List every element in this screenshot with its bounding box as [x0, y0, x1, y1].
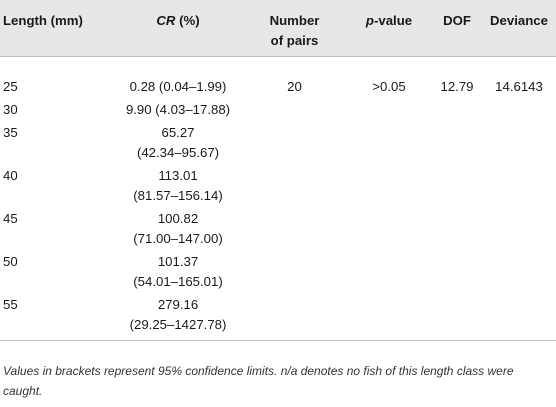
table-header: Length (mm) CR (%) Number of pairs p-valu…	[0, 0, 556, 56]
cell-empty	[243, 100, 346, 123]
cell-cr-value: 279.16	[157, 296, 199, 312]
cell-empty	[243, 209, 346, 252]
header-length: Length (mm)	[0, 0, 113, 56]
cell-cr-interval: (42.34–95.67)	[136, 144, 220, 160]
cell-cr-interval: (71.00–147.00)	[133, 230, 223, 246]
table-row: 55 279.16 (29.25–1427.78)	[0, 295, 556, 341]
cell-cr: 9.90 (4.03–17.88)	[113, 100, 243, 123]
cell-length: 50	[3, 253, 18, 269]
cell-length: 25	[3, 78, 18, 94]
cell-cr: 0.28 (0.04–1.99)	[113, 77, 243, 100]
header-cr: CR (%)	[113, 0, 243, 56]
table-row: 25 0.28 (0.04–1.99) 20 >0.05 12.79 14.61…	[0, 77, 556, 100]
table-row: 45 100.82 (71.00–147.00)	[0, 209, 556, 252]
cell-cr-interval: (54.01–165.01)	[133, 273, 223, 289]
header-cr-italic: CR	[156, 13, 176, 28]
header-p-value: p-value	[346, 0, 432, 56]
cell-cr-value: 100.82	[157, 210, 199, 226]
cell-length: 55	[3, 296, 18, 312]
cell-length: 45	[3, 210, 18, 226]
table-row: 35 65.27 (42.34–95.67)	[0, 123, 556, 166]
cell-cr-value: 65.27	[161, 124, 195, 140]
cell-empty	[482, 295, 556, 341]
spacer-cell	[0, 56, 556, 77]
spacer-row	[0, 56, 556, 77]
cell-cr: 100.82 (71.00–147.00)	[113, 209, 243, 252]
cell-cr-interval: (81.57–156.14)	[133, 187, 223, 203]
results-table-container: Length (mm) CR (%) Number of pairs p-valu…	[0, 0, 556, 340]
table-row: 50 101.37 (54.01–165.01)	[0, 252, 556, 295]
cell-empty	[432, 209, 482, 252]
cell-cr-interval: (29.25–1427.78)	[129, 316, 227, 332]
cell-length: 35	[3, 124, 18, 140]
cell-cr-value: 9.90 (4.03–17.88)	[125, 101, 231, 117]
cell-cr: 101.37 (54.01–165.01)	[113, 252, 243, 295]
table-row: 30 9.90 (4.03–17.88)	[0, 100, 556, 123]
cell-cr: 65.27 (42.34–95.67)	[113, 123, 243, 166]
header-pairs-line1: Number	[269, 13, 320, 28]
header-number-of-pairs: Number of pairs	[243, 0, 346, 56]
cell-empty	[482, 100, 556, 123]
cell-empty	[432, 123, 482, 166]
cell-empty	[346, 252, 432, 295]
cell-empty	[243, 166, 346, 209]
cell-empty	[243, 123, 346, 166]
table-footnote: Values in brackets represent 95% confide…	[3, 364, 514, 398]
cell-empty	[346, 166, 432, 209]
table-body: 25 0.28 (0.04–1.99) 20 >0.05 12.79 14.61…	[0, 56, 556, 340]
cell-empty	[243, 252, 346, 295]
header-row: Length (mm) CR (%) Number of pairs p-valu…	[0, 0, 556, 56]
cell-empty	[346, 209, 432, 252]
cell-empty	[432, 166, 482, 209]
cell-deviance: 14.6143	[495, 78, 543, 94]
cell-p-value: >0.05	[372, 78, 406, 94]
header-cr-unit: (%)	[175, 13, 200, 28]
header-p-italic: p	[365, 13, 374, 28]
cell-empty	[432, 295, 482, 341]
cell-length: 30	[3, 101, 18, 117]
cell-cr-value: 0.28 (0.04–1.99)	[129, 78, 227, 94]
cell-dof: 12.79	[440, 78, 474, 94]
cell-empty	[482, 123, 556, 166]
cell-empty	[346, 100, 432, 123]
cell-empty	[346, 295, 432, 341]
header-p-rest: -value	[373, 13, 413, 28]
cell-empty	[346, 123, 432, 166]
cell-cr: 113.01 (81.57–156.14)	[113, 166, 243, 209]
table-row: 40 113.01 (81.57–156.14)	[0, 166, 556, 209]
cell-empty	[482, 166, 556, 209]
header-dof: DOF	[432, 0, 482, 56]
cell-empty	[482, 252, 556, 295]
header-pairs-line2: of pairs	[270, 33, 319, 48]
cell-cr: 279.16 (29.25–1427.78)	[113, 295, 243, 341]
cell-cr-value: 101.37	[157, 253, 199, 269]
results-table: Length (mm) CR (%) Number of pairs p-valu…	[0, 0, 556, 340]
cell-empty	[482, 209, 556, 252]
cell-length: 40	[3, 167, 18, 183]
cell-empty	[243, 295, 346, 341]
cell-cr-value: 113.01	[158, 167, 198, 183]
header-dof-label: DOF	[443, 13, 471, 28]
cell-empty	[432, 100, 482, 123]
cell-empty	[432, 252, 482, 295]
header-length-label: Length (mm)	[3, 13, 83, 28]
cell-number-of-pairs: 20	[287, 78, 302, 94]
header-deviance-label: Deviance	[490, 13, 548, 28]
header-deviance: Deviance	[482, 0, 556, 56]
